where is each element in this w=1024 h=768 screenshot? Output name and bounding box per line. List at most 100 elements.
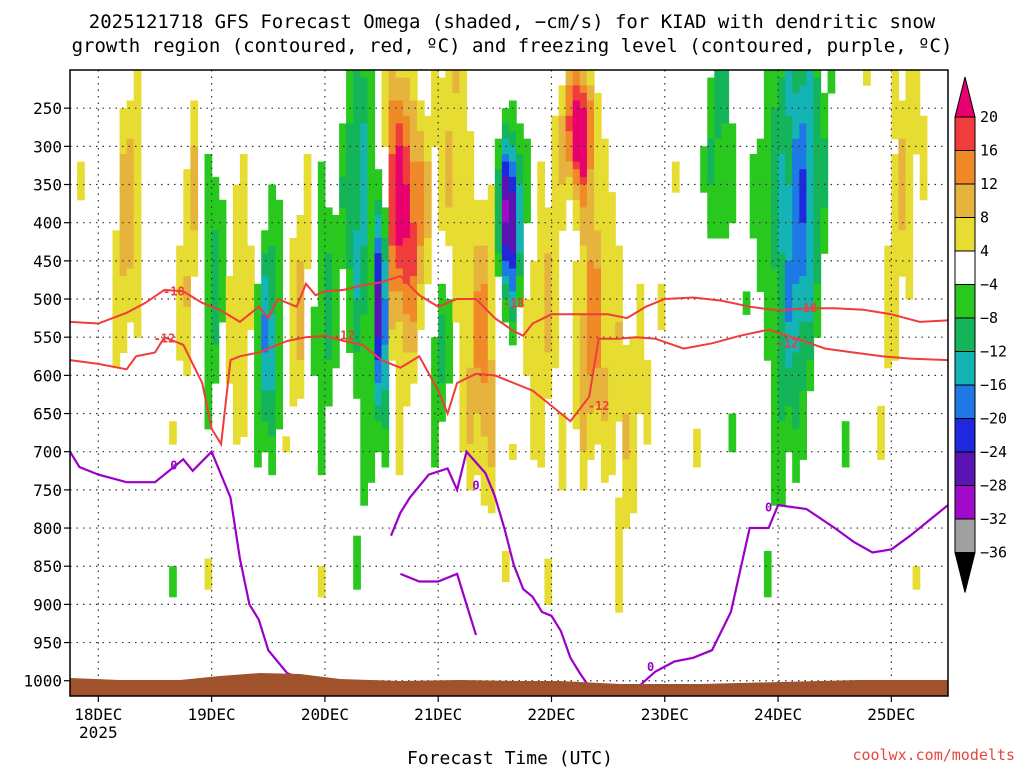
- omega-cell: [431, 367, 439, 376]
- omega-cell: [586, 299, 595, 308]
- omega-cell: [133, 321, 142, 331]
- omega-cell: [891, 100, 900, 109]
- omega-cell: [317, 436, 326, 445]
- omega-cell: [204, 306, 213, 315]
- omega-cell: [438, 405, 446, 415]
- omega-cell: [622, 398, 630, 407]
- omega-cell: [218, 245, 227, 254]
- omega-cell: [884, 360, 892, 369]
- omega-cell: [891, 260, 900, 270]
- omega-cell: [721, 85, 730, 94]
- omega-cell: [381, 344, 390, 353]
- omega-cell: [516, 184, 524, 193]
- colorbar-swatch: [954, 217, 976, 252]
- omega-cell: [537, 383, 545, 392]
- omega-cell: [211, 222, 220, 231]
- omega-cell: [615, 398, 623, 407]
- omega-cell: [232, 344, 241, 353]
- omega-cell: [211, 299, 220, 308]
- omega-cell: [339, 131, 347, 140]
- omega-cell: [183, 245, 191, 254]
- omega-cell: [374, 276, 383, 285]
- omega-cell: [339, 161, 347, 170]
- omega-cell: [594, 306, 602, 315]
- omega-cell: [126, 238, 135, 247]
- omega-cell: [523, 199, 531, 208]
- credit-link[interactable]: coolwx.com/modelts: [852, 746, 1015, 764]
- omega-cell: [763, 138, 772, 147]
- omega-cell: [778, 146, 786, 155]
- omega-cell: [594, 207, 602, 216]
- omega-cell: [183, 276, 191, 285]
- omega-cell: [332, 299, 340, 308]
- omega-cell: [558, 207, 567, 216]
- omega-cell: [339, 192, 347, 201]
- omega-cell: [615, 505, 623, 514]
- omega-cell: [190, 222, 199, 231]
- omega-cell: [586, 276, 595, 285]
- omega-cell: [756, 276, 765, 285]
- omega-cell: [756, 154, 765, 163]
- contour-freezing-level: [399, 572, 478, 636]
- omega-cell: [806, 192, 815, 201]
- omega-cell: [445, 344, 453, 353]
- omega-cell: [232, 306, 241, 315]
- omega-cell: [367, 169, 376, 178]
- omega-cell: [317, 421, 326, 430]
- omega-cell: [806, 253, 815, 262]
- omega-cell: [523, 184, 531, 193]
- omega-cell: [303, 161, 312, 170]
- omega-cell: [381, 222, 390, 231]
- omega-cell: [261, 314, 269, 323]
- y-tick-label: 400: [33, 214, 62, 233]
- omega-cell: [820, 138, 829, 147]
- omega-cell: [360, 428, 368, 437]
- omega-cell: [473, 405, 482, 415]
- omega-cell: [594, 352, 602, 361]
- y-axis: 2503003504004505005506006507007508008509…: [23, 99, 70, 691]
- omega-cell: [480, 428, 489, 437]
- omega-cell: [409, 77, 418, 86]
- y-tick-label: 500: [33, 290, 62, 309]
- omega-cell: [494, 253, 503, 262]
- omega-cell: [204, 367, 213, 376]
- omega-cell: [778, 199, 786, 208]
- omega-cell: [820, 100, 829, 109]
- omega-cell: [367, 413, 376, 422]
- omega-cell: [445, 138, 453, 147]
- omega-cell: [367, 459, 376, 468]
- omega-cell: [601, 245, 609, 254]
- omega-cell: [289, 390, 298, 399]
- omega-cell: [445, 375, 453, 384]
- omega-cell: [898, 161, 907, 170]
- omega-cell: [785, 115, 793, 124]
- omega-cell: [806, 222, 815, 231]
- omega-cell: [601, 238, 609, 247]
- omega-cell: [608, 413, 616, 422]
- omega-cell: [183, 321, 191, 331]
- omega-cell: [395, 268, 404, 277]
- omega-cell: [615, 596, 623, 605]
- omega-cell: [806, 77, 815, 86]
- omega-cell: [232, 245, 241, 254]
- omega-cell: [353, 161, 361, 170]
- omega-cell: [133, 92, 142, 102]
- omega-cell: [395, 421, 404, 430]
- omega-cell: [806, 306, 815, 315]
- omega-cell: [799, 421, 807, 430]
- omega-cell: [409, 253, 418, 262]
- omega-cell: [792, 283, 800, 292]
- omega-cell: [480, 238, 489, 247]
- omega-cell: [232, 375, 241, 384]
- omega-cell: [275, 329, 283, 338]
- omega-cell: [771, 467, 779, 476]
- omega-cell: [572, 321, 581, 331]
- omega-cell: [721, 215, 730, 224]
- omega-cell: [332, 337, 340, 346]
- omega-cell: [494, 146, 503, 155]
- omega-cell: [615, 245, 623, 254]
- omega-cell: [324, 375, 333, 384]
- omega-cell: [813, 276, 822, 285]
- omega-cell: [714, 146, 722, 155]
- omega-cell: [402, 92, 411, 102]
